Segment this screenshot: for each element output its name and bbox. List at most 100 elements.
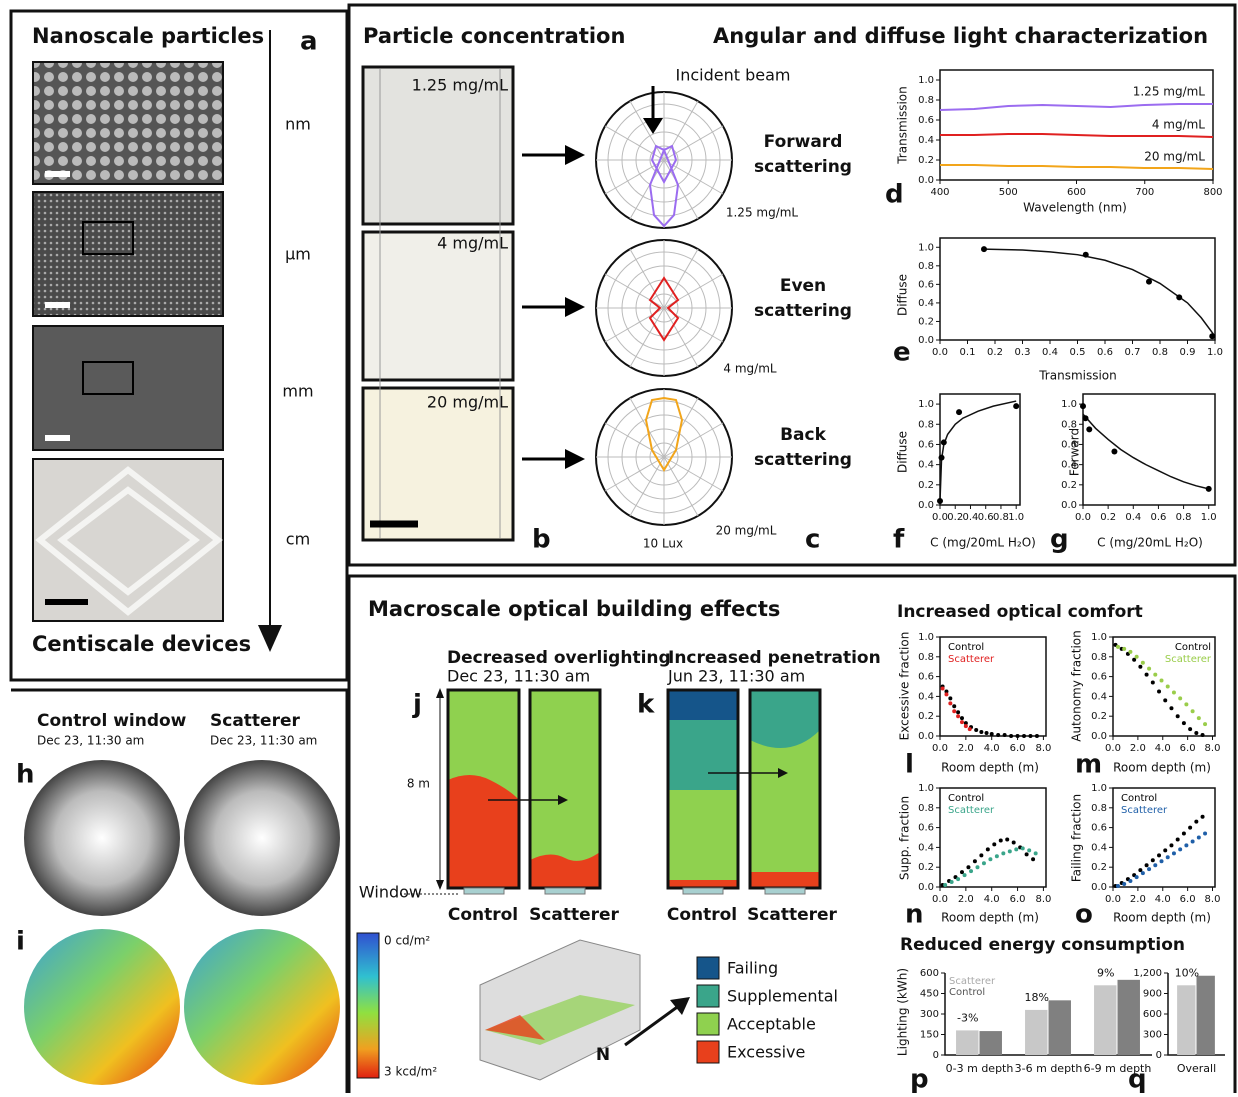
- point: [1166, 685, 1170, 689]
- x-axis-label: Transmission: [1038, 369, 1117, 383]
- point: [956, 877, 960, 881]
- point: [1191, 839, 1195, 843]
- column-title: Control window: [37, 711, 187, 731]
- y-tick-label: 600: [1143, 1009, 1162, 1020]
- y-tick-label: 0.0: [1061, 500, 1077, 511]
- panel-letter: a: [300, 27, 318, 57]
- point: [1160, 859, 1164, 863]
- y-axis-label: Diffuse: [896, 274, 910, 316]
- colorbar: [357, 933, 379, 1078]
- x-axis-label: Wavelength (nm): [1023, 201, 1127, 215]
- y-tick-label: 0.4: [918, 135, 934, 146]
- y-tick-label: 0.6: [918, 823, 934, 834]
- pattern-label: Forward: [764, 132, 843, 152]
- x-tick-label: 600: [1067, 187, 1086, 198]
- legend-label: Control: [1121, 793, 1157, 804]
- render: [184, 760, 340, 916]
- x-tick-label: 0.0: [1105, 743, 1121, 754]
- x-tick-label: 0.4: [963, 512, 979, 523]
- y-tick-label: 0.8: [1091, 652, 1107, 663]
- sample-label: 4 mg/mL: [723, 362, 776, 376]
- point: [1128, 650, 1132, 654]
- point: [981, 246, 987, 252]
- panel-letter: o: [1075, 900, 1093, 930]
- point: [963, 873, 967, 877]
- panel-letter: d: [885, 180, 904, 210]
- point: [995, 854, 999, 858]
- scale-label: mm: [282, 382, 313, 401]
- y-tick-label: 900: [1143, 989, 1162, 1000]
- y-axis-label: Failing fraction: [1070, 794, 1084, 882]
- y-tick-label: 1,200: [1133, 968, 1162, 979]
- fit-curve: [940, 401, 1016, 501]
- title: Particle concentration: [363, 24, 625, 48]
- y-axis-label: Transmission: [896, 86, 910, 165]
- point: [1191, 709, 1195, 713]
- bar-annotation: 9%: [1097, 966, 1114, 979]
- point: [1153, 673, 1157, 677]
- point: [1035, 734, 1039, 738]
- point: [1122, 882, 1126, 886]
- footer: Centiscale devices: [32, 632, 251, 656]
- point: [1146, 279, 1152, 285]
- x-axis-label: C (mg/20mL H₂O): [930, 536, 1036, 550]
- y-tick-label: 0.2: [1061, 480, 1077, 491]
- x-tick-label: 2.0: [958, 894, 974, 905]
- y-axis-label: Lighting (kWh): [896, 968, 910, 1056]
- legend-label: Scatterer: [1165, 654, 1212, 665]
- x-tick-label: 0.4: [1042, 347, 1058, 358]
- bar: [1025, 1010, 1047, 1055]
- point: [966, 865, 970, 869]
- y-tick-label: 0.0: [918, 731, 934, 742]
- point: [943, 883, 947, 887]
- point: [1206, 486, 1212, 492]
- y-tick-label: 0.2: [918, 862, 934, 873]
- point: [975, 865, 979, 869]
- y-tick-label: 1.0: [918, 783, 934, 794]
- point: [974, 728, 978, 732]
- point: [990, 732, 994, 736]
- panel-letter: b: [532, 525, 551, 555]
- x-tick-label: 400: [930, 187, 949, 198]
- legend-swatch: [697, 957, 719, 979]
- axis-frame: [940, 238, 1215, 340]
- group-date: Dec 23, 11:30 am: [447, 667, 590, 686]
- bar: [980, 1031, 1002, 1055]
- case-label: Scatterer: [747, 905, 837, 925]
- point: [979, 853, 983, 857]
- point: [1005, 837, 1009, 841]
- x-tick-label: 0.6: [1097, 347, 1113, 358]
- y-tick-label: 0.6: [918, 115, 934, 126]
- x-tick-label: 3-6 m depth: [1015, 1062, 1083, 1075]
- panel-letter: i: [16, 927, 25, 957]
- point: [1145, 863, 1149, 867]
- panel-letter: q: [1128, 1065, 1147, 1094]
- y-tick-label: 0.8: [918, 95, 934, 106]
- bar-annotation: -3%: [957, 1011, 978, 1024]
- point: [1028, 734, 1032, 738]
- point: [944, 692, 948, 696]
- point: [1182, 721, 1186, 725]
- x-tick-label: 1.0: [1008, 512, 1024, 523]
- point: [1031, 857, 1035, 861]
- y-tick-label: 0.0: [918, 335, 934, 346]
- point: [1083, 415, 1089, 421]
- x-axis-label: Room depth (m): [1113, 761, 1211, 775]
- x-tick-label: 0.3: [1015, 347, 1031, 358]
- point: [1116, 884, 1120, 888]
- x-tick-label: 0.6: [1150, 512, 1166, 523]
- panel-letter: k: [637, 690, 655, 720]
- x-tick-label: 8.0: [1205, 743, 1221, 754]
- legend-swatch: [697, 1013, 719, 1035]
- panel-letter: g: [1050, 525, 1069, 555]
- point: [1188, 727, 1192, 731]
- x-tick-label: 0.0: [932, 512, 948, 523]
- x-tick-label: 0.5: [1070, 347, 1086, 358]
- point: [979, 730, 983, 734]
- line: [940, 165, 1213, 169]
- x-axis-label: Room depth (m): [941, 911, 1039, 925]
- x-tick-label: 6.0: [1010, 894, 1026, 905]
- x-tick-label: 2.0: [958, 743, 974, 754]
- point: [1188, 826, 1192, 830]
- y-tick-label: 0.4: [1091, 691, 1107, 702]
